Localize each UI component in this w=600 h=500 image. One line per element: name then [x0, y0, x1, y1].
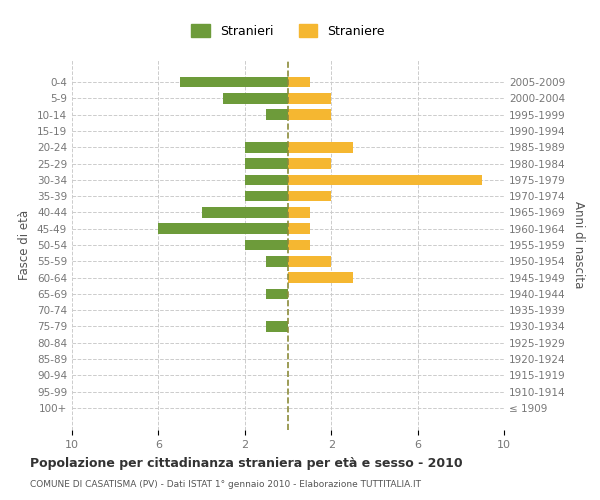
- Legend: Stranieri, Straniere: Stranieri, Straniere: [185, 18, 391, 44]
- Bar: [288, 77, 310, 88]
- Bar: [288, 93, 331, 104]
- Bar: [288, 142, 353, 152]
- Bar: [288, 191, 331, 202]
- Bar: [288, 158, 331, 169]
- Text: Popolazione per cittadinanza straniera per età e sesso - 2010: Popolazione per cittadinanza straniera p…: [30, 458, 463, 470]
- Bar: [266, 288, 288, 299]
- Text: COMUNE DI CASATISMA (PV) - Dati ISTAT 1° gennaio 2010 - Elaborazione TUTTITALIA.: COMUNE DI CASATISMA (PV) - Dati ISTAT 1°…: [30, 480, 421, 489]
- Bar: [158, 224, 288, 234]
- Bar: [245, 240, 288, 250]
- Bar: [288, 272, 353, 283]
- Bar: [180, 77, 288, 88]
- Bar: [288, 240, 310, 250]
- Bar: [288, 207, 310, 218]
- Bar: [288, 224, 310, 234]
- Bar: [245, 174, 288, 185]
- Bar: [266, 256, 288, 266]
- Bar: [245, 191, 288, 202]
- Bar: [245, 142, 288, 152]
- Bar: [245, 158, 288, 169]
- Y-axis label: Fasce di età: Fasce di età: [19, 210, 31, 280]
- Bar: [288, 110, 331, 120]
- Bar: [202, 207, 288, 218]
- Bar: [288, 174, 482, 185]
- Y-axis label: Anni di nascita: Anni di nascita: [572, 202, 585, 288]
- Bar: [223, 93, 288, 104]
- Bar: [266, 321, 288, 332]
- Bar: [266, 110, 288, 120]
- Bar: [288, 256, 331, 266]
